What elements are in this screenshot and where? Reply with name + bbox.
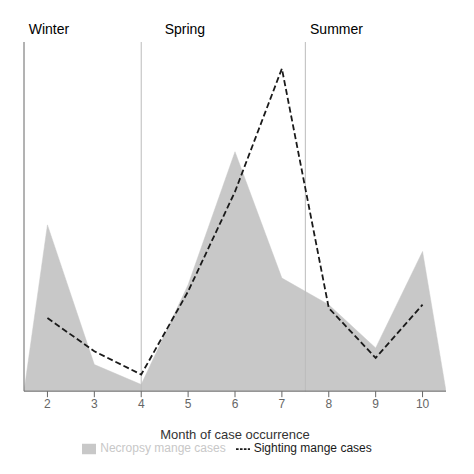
svg-text:10: 10 — [416, 397, 430, 411]
html-text:Necropsy mange cases: Necropsy mange cases — [100, 441, 226, 456]
svg-text:3: 3 — [91, 397, 98, 411]
svg-text:7: 7 — [279, 397, 286, 411]
svg-text:9: 9 — [372, 397, 379, 411]
svg-text:Summer: Summer — [310, 21, 363, 37]
svg-text:6: 6 — [232, 397, 239, 411]
svg-text:Spring: Spring — [165, 21, 205, 37]
svg-text:Month of case occurrence: Month of case occurrence — [160, 427, 310, 442]
html-text:Sighting mange cases: Sighting mange cases — [253, 441, 372, 456]
svg-text:5: 5 — [185, 397, 192, 411]
svg-text:Winter: Winter — [29, 21, 70, 37]
svg-text:8: 8 — [325, 397, 332, 411]
svg-text:4: 4 — [138, 397, 145, 411]
svg-text:2: 2 — [44, 397, 51, 411]
